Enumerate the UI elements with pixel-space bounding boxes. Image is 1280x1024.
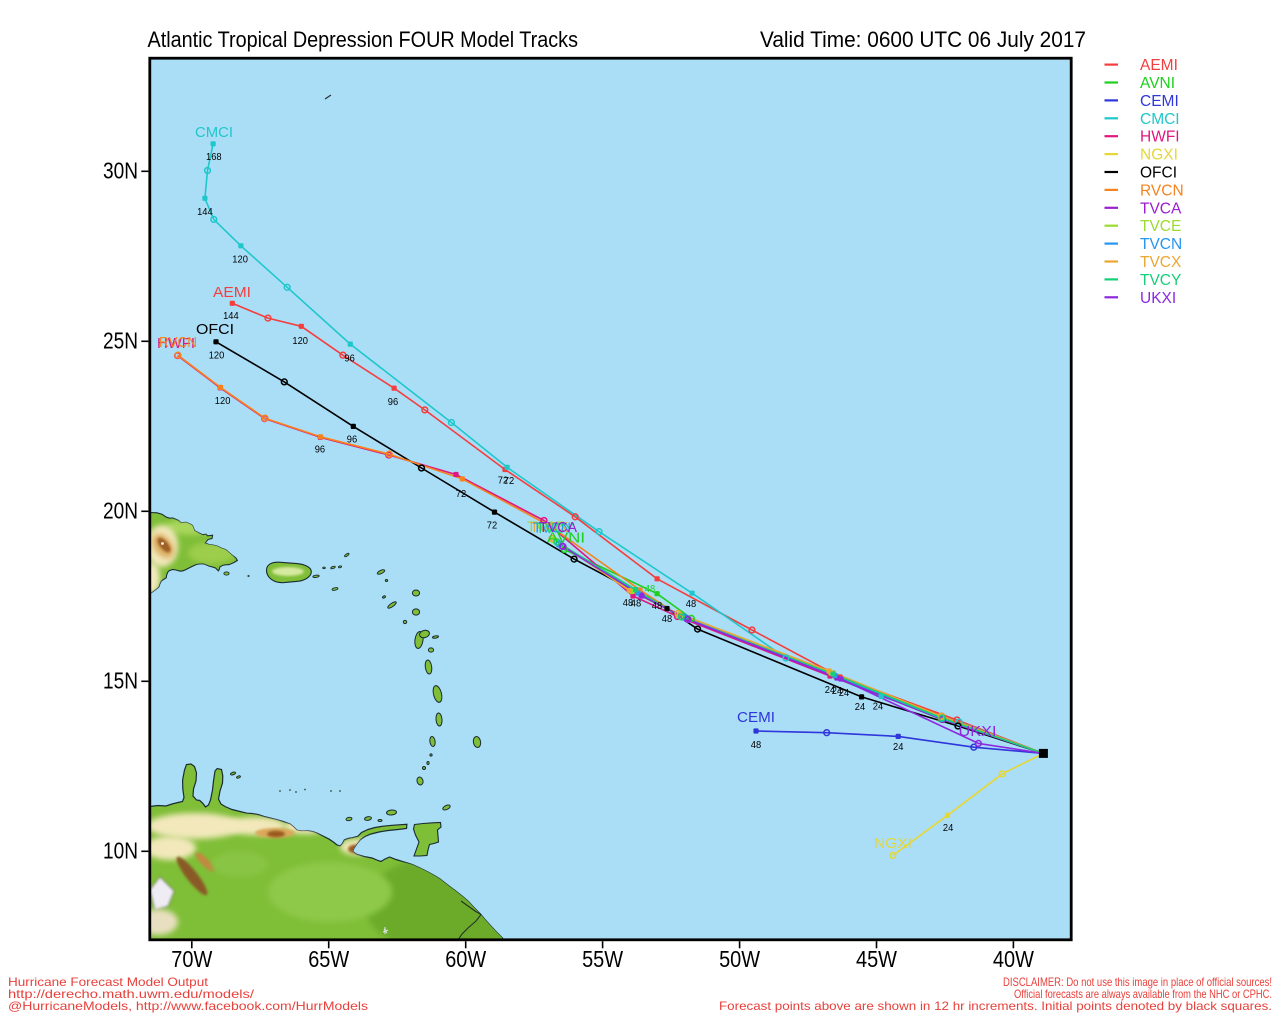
svg-text:144: 144: [197, 206, 213, 218]
svg-text:TVCE: TVCE: [527, 519, 565, 536]
svg-text:AEMI: AEMI: [1140, 57, 1178, 74]
svg-text:CEMI: CEMI: [1140, 93, 1179, 110]
svg-text:NGXI: NGXI: [874, 835, 912, 852]
svg-text:@HurricaneModels, http://www.f: @HurricaneModels, http://www.facebook.co…: [8, 999, 368, 1013]
svg-text:UKXI: UKXI: [1140, 290, 1176, 307]
svg-text:CMCI: CMCI: [1140, 111, 1180, 128]
svg-text:AEMI: AEMI: [213, 284, 251, 301]
svg-text:48: 48: [686, 598, 697, 610]
svg-text:25N: 25N: [103, 327, 138, 353]
svg-text:TVCY: TVCY: [1140, 272, 1181, 289]
svg-text:96: 96: [388, 396, 399, 408]
svg-text:45W: 45W: [856, 946, 897, 972]
svg-text:30N: 30N: [103, 157, 138, 183]
svg-text:RVCN: RVCN: [1140, 182, 1184, 199]
svg-text:120: 120: [209, 350, 225, 362]
svg-text:72: 72: [504, 475, 515, 487]
svg-text:40W: 40W: [993, 946, 1034, 972]
svg-text:48: 48: [623, 597, 634, 609]
svg-text:DISCLAIMER: Do not use this im: DISCLAIMER: Do not use this image in pla…: [1003, 975, 1272, 989]
svg-text:TVCX: TVCX: [1140, 254, 1182, 271]
svg-text:96: 96: [315, 444, 326, 456]
svg-text:20N: 20N: [103, 497, 138, 523]
svg-text:CEMI: CEMI: [737, 709, 775, 726]
svg-text:TVCE: TVCE: [1140, 218, 1181, 235]
svg-text:TVCX: TVCX: [530, 519, 568, 536]
svg-text:50W: 50W: [719, 946, 760, 972]
svg-text:HWFI: HWFI: [1140, 129, 1180, 146]
svg-text:TVCY: TVCY: [536, 520, 574, 537]
svg-text:168: 168: [206, 151, 222, 163]
svg-text:TVCN: TVCN: [1140, 236, 1182, 253]
svg-text:24: 24: [832, 685, 843, 697]
svg-text:Atlantic Tropical Depression F: Atlantic Tropical Depression FOUR Model …: [148, 27, 579, 52]
svg-text:96: 96: [347, 434, 358, 446]
svg-text:120: 120: [215, 395, 231, 407]
svg-text:48: 48: [631, 598, 642, 610]
svg-text:72: 72: [498, 475, 509, 487]
svg-text:OFCI: OFCI: [1140, 165, 1177, 182]
svg-text:120: 120: [292, 335, 308, 347]
svg-text:24: 24: [873, 701, 884, 713]
svg-text:http://derecho.math.uwm.edu/mo: http://derecho.math.uwm.edu/models/: [8, 987, 255, 1001]
svg-text:10N: 10N: [103, 837, 138, 863]
svg-text:144: 144: [223, 310, 239, 322]
svg-text:TVCN: TVCN: [533, 520, 571, 537]
svg-text:24: 24: [839, 687, 850, 699]
svg-text:72: 72: [487, 520, 498, 532]
svg-text:72: 72: [456, 488, 467, 500]
svg-text:60W: 60W: [445, 946, 486, 972]
svg-text:65W: 65W: [308, 946, 349, 972]
svg-text:24: 24: [943, 822, 954, 834]
svg-text:NGXI: NGXI: [1140, 147, 1178, 164]
svg-text:Valid Time: 0600 UTC 06 July 2: Valid Time: 0600 UTC 06 July 2017: [760, 27, 1086, 52]
svg-text:48: 48: [652, 600, 663, 612]
svg-text:24: 24: [855, 701, 866, 713]
svg-text:96: 96: [344, 353, 355, 365]
svg-text:Hurricane Forecast Model Outpu: Hurricane Forecast Model Output: [8, 975, 209, 989]
svg-text:RVCN: RVCN: [159, 334, 197, 351]
svg-text:48: 48: [751, 739, 762, 751]
svg-text:AVNI: AVNI: [1140, 75, 1175, 92]
svg-text:AVNI: AVNI: [547, 530, 585, 547]
svg-text:Forecast points above are show: Forecast points above are shown in 12 hr…: [719, 999, 1272, 1013]
svg-text:70W: 70W: [171, 946, 212, 972]
svg-text:24: 24: [825, 684, 836, 696]
svg-text:48: 48: [645, 583, 656, 595]
svg-text:Official forecasts are always: Official forecasts are always available …: [1014, 987, 1272, 1001]
svg-text:48: 48: [662, 613, 673, 625]
svg-text:UKXI: UKXI: [959, 723, 997, 740]
svg-text:HWFI: HWFI: [157, 335, 195, 352]
svg-text:TVCA: TVCA: [539, 519, 577, 536]
svg-text:CMCI: CMCI: [195, 124, 233, 141]
svg-text:120: 120: [232, 254, 248, 266]
svg-text:15N: 15N: [103, 667, 138, 693]
svg-text:55W: 55W: [582, 946, 623, 972]
svg-text:OFCI: OFCI: [196, 321, 234, 338]
svg-text:TVCA: TVCA: [1140, 200, 1182, 217]
svg-text:24: 24: [893, 741, 904, 753]
